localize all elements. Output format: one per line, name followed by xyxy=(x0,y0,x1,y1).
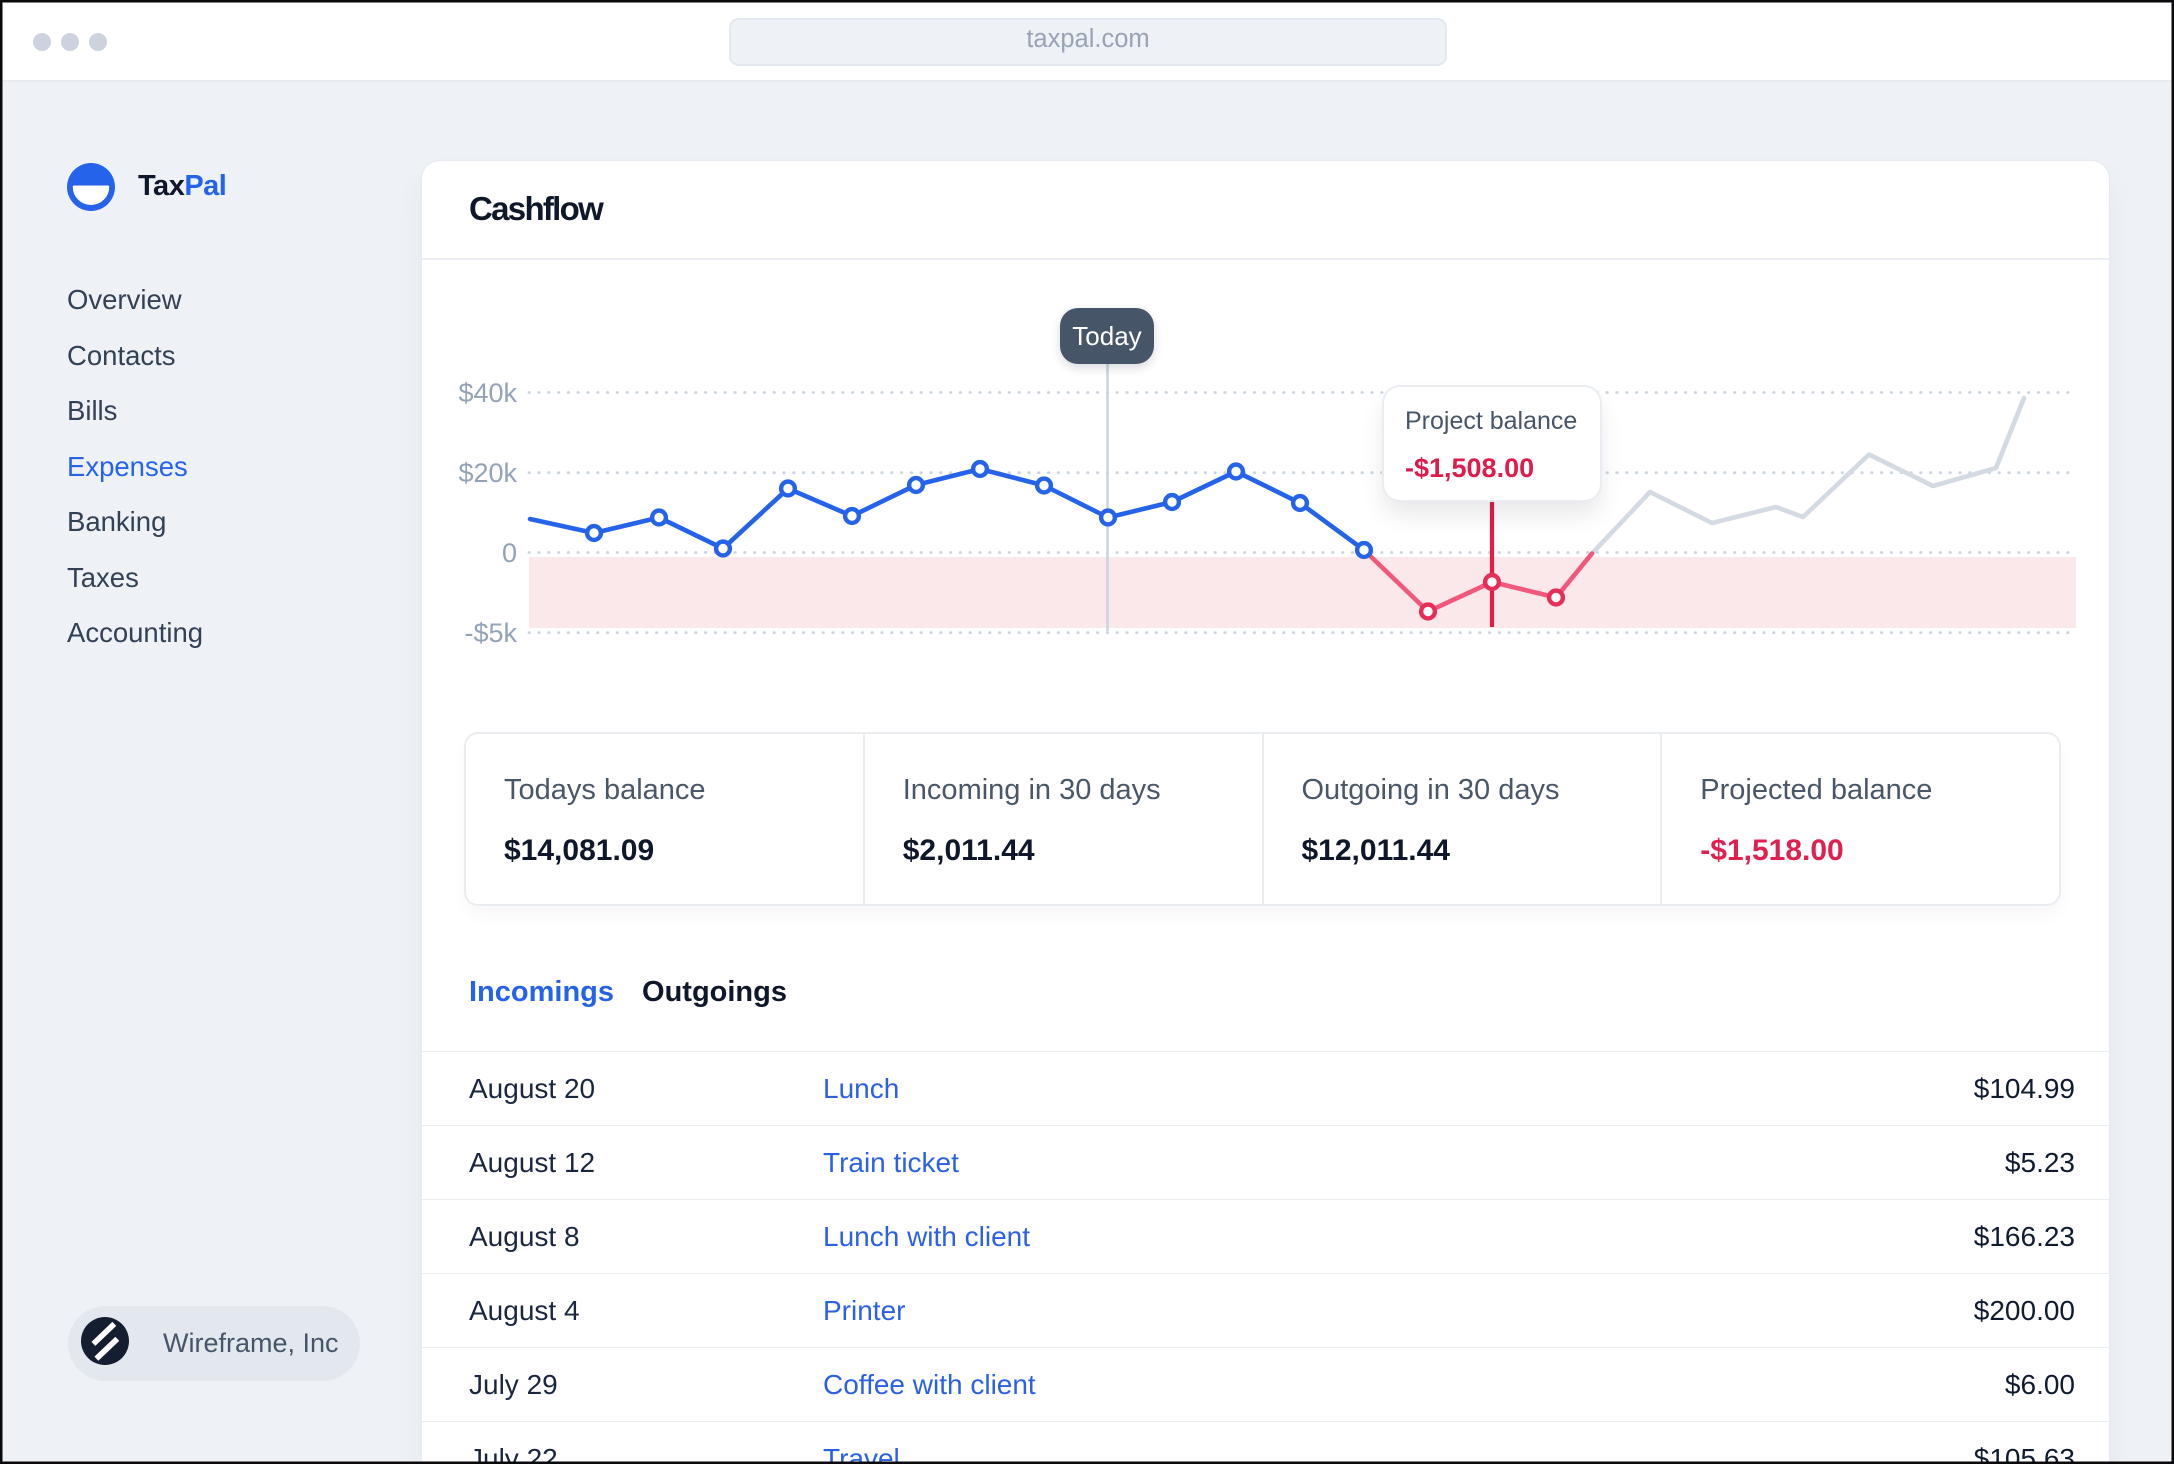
svg-text:-$5k: -$5k xyxy=(464,618,517,648)
svg-text:$40k: $40k xyxy=(458,378,517,408)
svg-text:0: 0 xyxy=(502,538,517,568)
svg-text:$20k: $20k xyxy=(458,458,517,488)
